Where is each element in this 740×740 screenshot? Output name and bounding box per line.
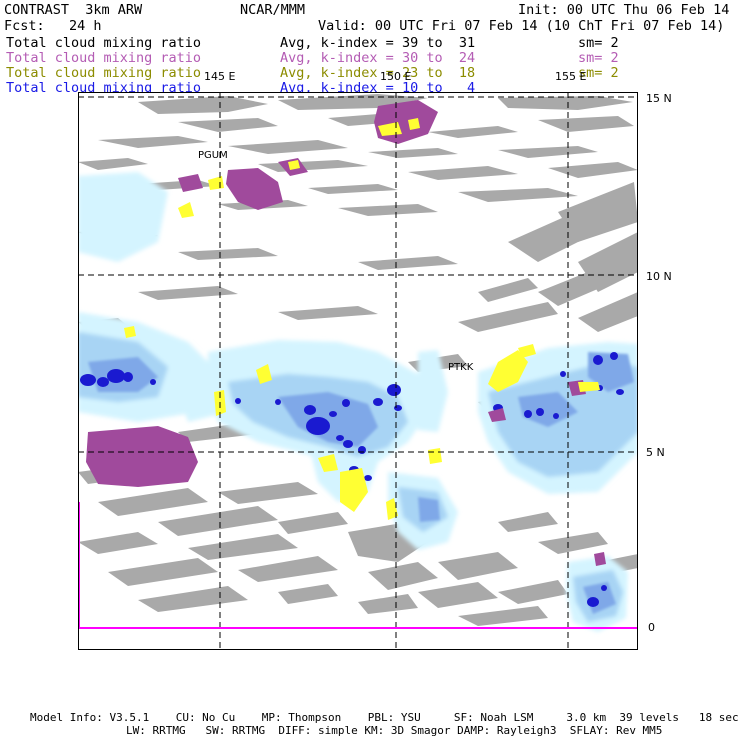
field-name-2: Total cloud mixing ratio <box>6 50 202 66</box>
field-stat-3: Avg, k-index = <box>280 65 394 81</box>
lat-label-15n: 15 N <box>646 92 672 105</box>
field-name-3: Total cloud mixing ratio <box>6 65 202 81</box>
mid-level-cloud-field <box>86 100 606 566</box>
field-stat-2: Avg, k-index = <box>280 50 394 66</box>
lat-label-equator: 0 <box>648 621 655 634</box>
field-sm-2: sm= 2 <box>578 50 619 66</box>
field-range-1: 39 to 31 <box>402 35 476 51</box>
station-label-ptkk: PTKK <box>448 362 474 373</box>
forecast-hour: Fcst: 24 h <box>4 18 102 34</box>
forecast-map <box>78 92 638 650</box>
init-time: Init: 00 UTC Thu 06 Feb 14 <box>518 2 730 18</box>
lon-label-155: 155 E <box>555 70 587 83</box>
footer-physics-info: LW: RRTMG SW: RRTMG DIFF: simple KM: 3D … <box>126 724 663 737</box>
model-title: CONTRAST 3km ARW <box>4 2 143 18</box>
field-range-3: 23 to 18 <box>402 65 476 81</box>
station-label-pgum: PGUM <box>198 150 228 161</box>
organization: NCAR/MMM <box>240 2 306 18</box>
field-sm-3: sm= 2 <box>578 65 619 81</box>
field-stat-1: Avg, k-index = <box>280 35 394 51</box>
lat-label-10n: 10 N <box>646 270 672 283</box>
footer-model-info: Model Info: V3.5.1 CU: No Cu MP: Thompso… <box>30 711 739 724</box>
lon-label-145: 145 E <box>204 70 236 83</box>
map-frame <box>78 92 638 650</box>
field-sm-1: sm= 2 <box>578 35 619 51</box>
valid-time: Valid: 00 UTC Fri 07 Feb 14 (10 ChT Fri … <box>318 18 725 34</box>
field-range-2: 30 to 24 <box>402 50 476 66</box>
lon-label-150: 150 E <box>380 70 412 83</box>
graticule <box>78 92 638 650</box>
field-name-1: Total cloud mixing ratio <box>6 35 202 51</box>
lat-label-5n: 5 N <box>646 446 665 459</box>
